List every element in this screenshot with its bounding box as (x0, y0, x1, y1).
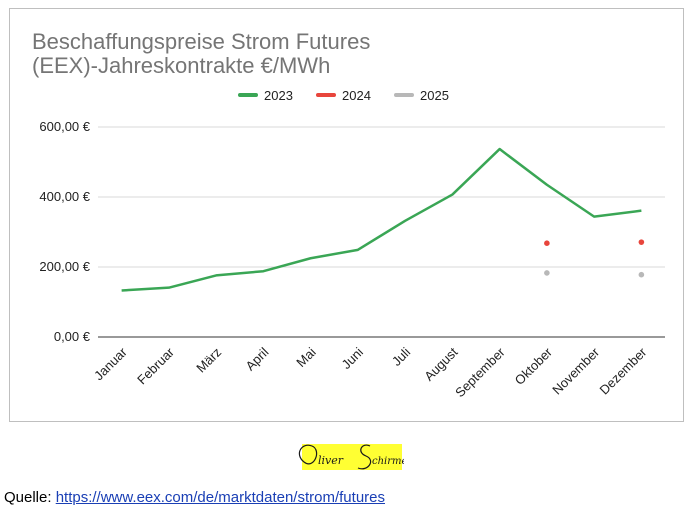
line-chart: Beschaffungspreise Strom Futures(EEX)-Ja… (32, 29, 665, 400)
chart-title-line: Beschaffungspreise Strom Futures (32, 29, 370, 54)
signature-highlight (302, 444, 402, 470)
y-tick-label: 400,00 € (39, 189, 90, 204)
signature-logo: liver chirmer (292, 440, 413, 478)
x-tick-label: Januar (91, 344, 130, 383)
x-tick-label: Juli (389, 344, 413, 368)
chart-frame: Beschaffungspreise Strom Futures (EEX)-Ja… (9, 8, 684, 422)
svg-text:liver: liver (318, 454, 344, 467)
legend-label: 2023 (264, 88, 293, 103)
x-tick-label: Oktober (512, 344, 556, 388)
chart-title-line: (EEX)-Jahreskontrakte €/MWh (32, 53, 330, 78)
x-tick-label: August (421, 344, 460, 383)
data-point-2024 (544, 240, 550, 246)
x-tick-label: April (242, 344, 271, 373)
data-point-2025 (544, 270, 550, 276)
x-tick-label: November (549, 344, 602, 397)
source-label: Quelle: (4, 489, 56, 506)
svg-text:chirmer: chirmer (372, 456, 404, 467)
x-tick-label: Dezember (596, 344, 649, 397)
y-tick-label: 600,00 € (39, 119, 90, 134)
x-tick-label: Mai (293, 344, 318, 369)
series-line-2023 (121, 147, 642, 292)
y-tick-label: 200,00 € (39, 259, 90, 274)
x-tick-label: Juni (339, 344, 367, 372)
legend-label: 2024 (342, 88, 371, 103)
data-point-2025 (638, 271, 645, 278)
legend-label: 2025 (420, 88, 449, 103)
source-link[interactable]: https://www.eex.com/de/marktdaten/strom/… (55, 489, 385, 506)
y-tick-label: 0,00 € (54, 329, 91, 344)
data-point-2024 (638, 239, 645, 245)
source-line: Quelle: https://www.eex.com/de/marktdate… (4, 489, 385, 506)
x-tick-label: September (452, 344, 508, 400)
x-tick-label: März (193, 345, 224, 376)
x-tick-label: Februar (134, 344, 177, 387)
